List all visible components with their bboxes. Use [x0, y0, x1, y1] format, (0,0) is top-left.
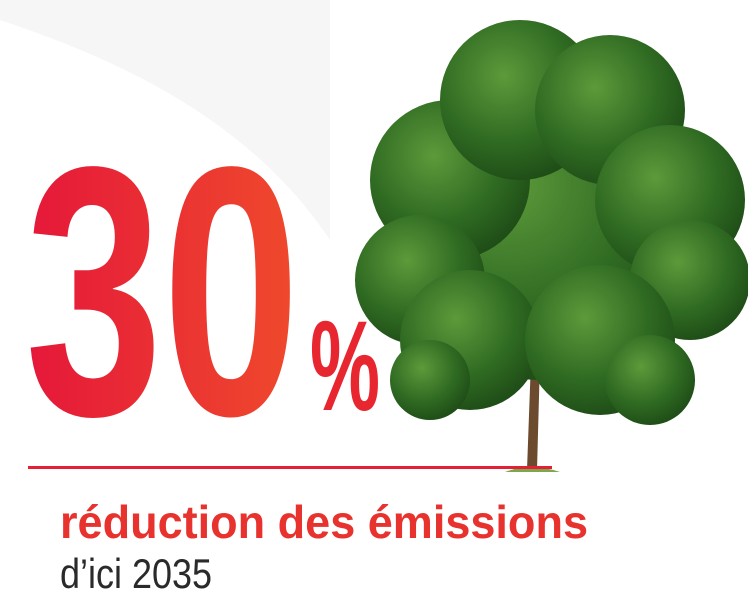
caption-title: réduction des émissions: [60, 496, 588, 548]
page: 30 % réduction des émissions d’ici 2035 …: [0, 0, 748, 594]
headline-number: 30: [25, 94, 300, 490]
infographic: 30 % réduction des émissions d’ici 2035: [0, 0, 748, 594]
headline-unit: %: [310, 295, 380, 438]
divider: [28, 466, 552, 469]
caption-subtitle: d’ici 2035: [60, 550, 212, 594]
